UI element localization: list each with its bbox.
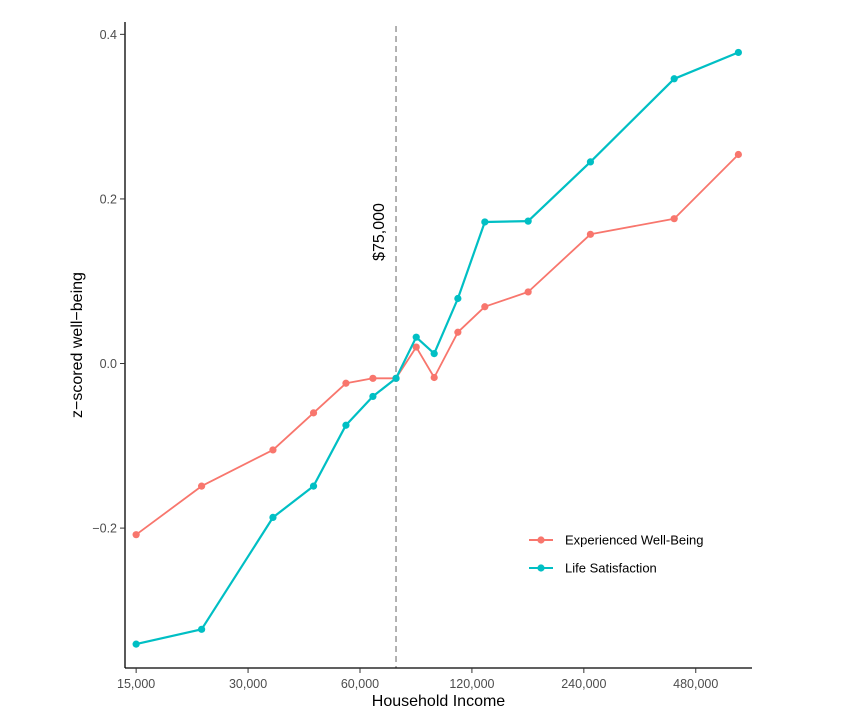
x-tick-label: 120,000 bbox=[449, 677, 494, 691]
data-point bbox=[269, 513, 277, 522]
legend-label: Life Satisfaction bbox=[565, 561, 657, 576]
data-point bbox=[309, 482, 318, 490]
x-tick-label: 60,000 bbox=[341, 677, 379, 691]
x-axis-ticks: 15,000 30,000 60,000 120,000 240,000 480,000 bbox=[117, 668, 718, 691]
data-point bbox=[412, 333, 420, 341]
y-tick-label: −0.2 bbox=[92, 522, 117, 536]
data-point bbox=[481, 303, 489, 311]
data-point bbox=[734, 150, 742, 159]
data-point bbox=[269, 446, 277, 454]
reference-line-label: $75,000 bbox=[371, 203, 388, 261]
data-point bbox=[670, 75, 678, 83]
y-axis-title: z−scored well−being bbox=[69, 272, 86, 418]
y-tick-label: 0.2 bbox=[100, 192, 117, 206]
data-point bbox=[369, 392, 377, 401]
legend: Experienced Well-Being Life Satisfaction bbox=[529, 533, 704, 576]
legend-label: Experienced Well-Being bbox=[565, 533, 704, 548]
x-tick-label: 15,000 bbox=[117, 677, 155, 691]
series-2 bbox=[132, 48, 742, 648]
y-tick-label: 0.0 bbox=[100, 357, 117, 371]
data-point bbox=[454, 294, 462, 303]
data-point bbox=[412, 343, 420, 351]
y-tick-label: 0.4 bbox=[100, 28, 117, 42]
data-point bbox=[392, 374, 400, 382]
data-point bbox=[132, 640, 140, 648]
data-point bbox=[734, 48, 742, 57]
data-point bbox=[369, 374, 377, 382]
x-tick-label: 240,000 bbox=[561, 677, 606, 691]
legend-swatch-point bbox=[537, 564, 545, 572]
data-point bbox=[586, 158, 595, 166]
data-point bbox=[524, 217, 532, 225]
y-axis-ticks: −0.2 0.0 0.2 0.4 bbox=[92, 28, 125, 536]
legend-item: Life Satisfaction bbox=[529, 561, 657, 576]
data-point bbox=[481, 218, 489, 226]
data-point bbox=[309, 409, 318, 417]
x-axis: 15,000 30,000 60,000 120,000 240,000 480,000 bbox=[117, 667, 752, 691]
data-point bbox=[430, 373, 438, 382]
data-point bbox=[454, 328, 462, 336]
data-point bbox=[198, 625, 206, 633]
data-point bbox=[342, 379, 350, 387]
data-point bbox=[430, 350, 438, 358]
data-point bbox=[586, 230, 595, 238]
x-axis-title: Household Income bbox=[372, 693, 506, 710]
series-line bbox=[135, 51, 739, 646]
x-tick-label: 480,000 bbox=[673, 677, 718, 691]
data-point bbox=[198, 482, 206, 490]
y-axis: −0.2 0.0 0.2 0.4 bbox=[92, 22, 126, 668]
data-point bbox=[524, 288, 532, 296]
plot-area: $75,000 bbox=[132, 26, 742, 668]
data-point bbox=[342, 421, 350, 429]
data-point bbox=[132, 531, 140, 539]
legend-swatch-point bbox=[537, 536, 545, 544]
x-tick-label: 30,000 bbox=[229, 677, 267, 691]
legend-item: Experienced Well-Being bbox=[529, 533, 704, 548]
data-point bbox=[670, 215, 678, 223]
